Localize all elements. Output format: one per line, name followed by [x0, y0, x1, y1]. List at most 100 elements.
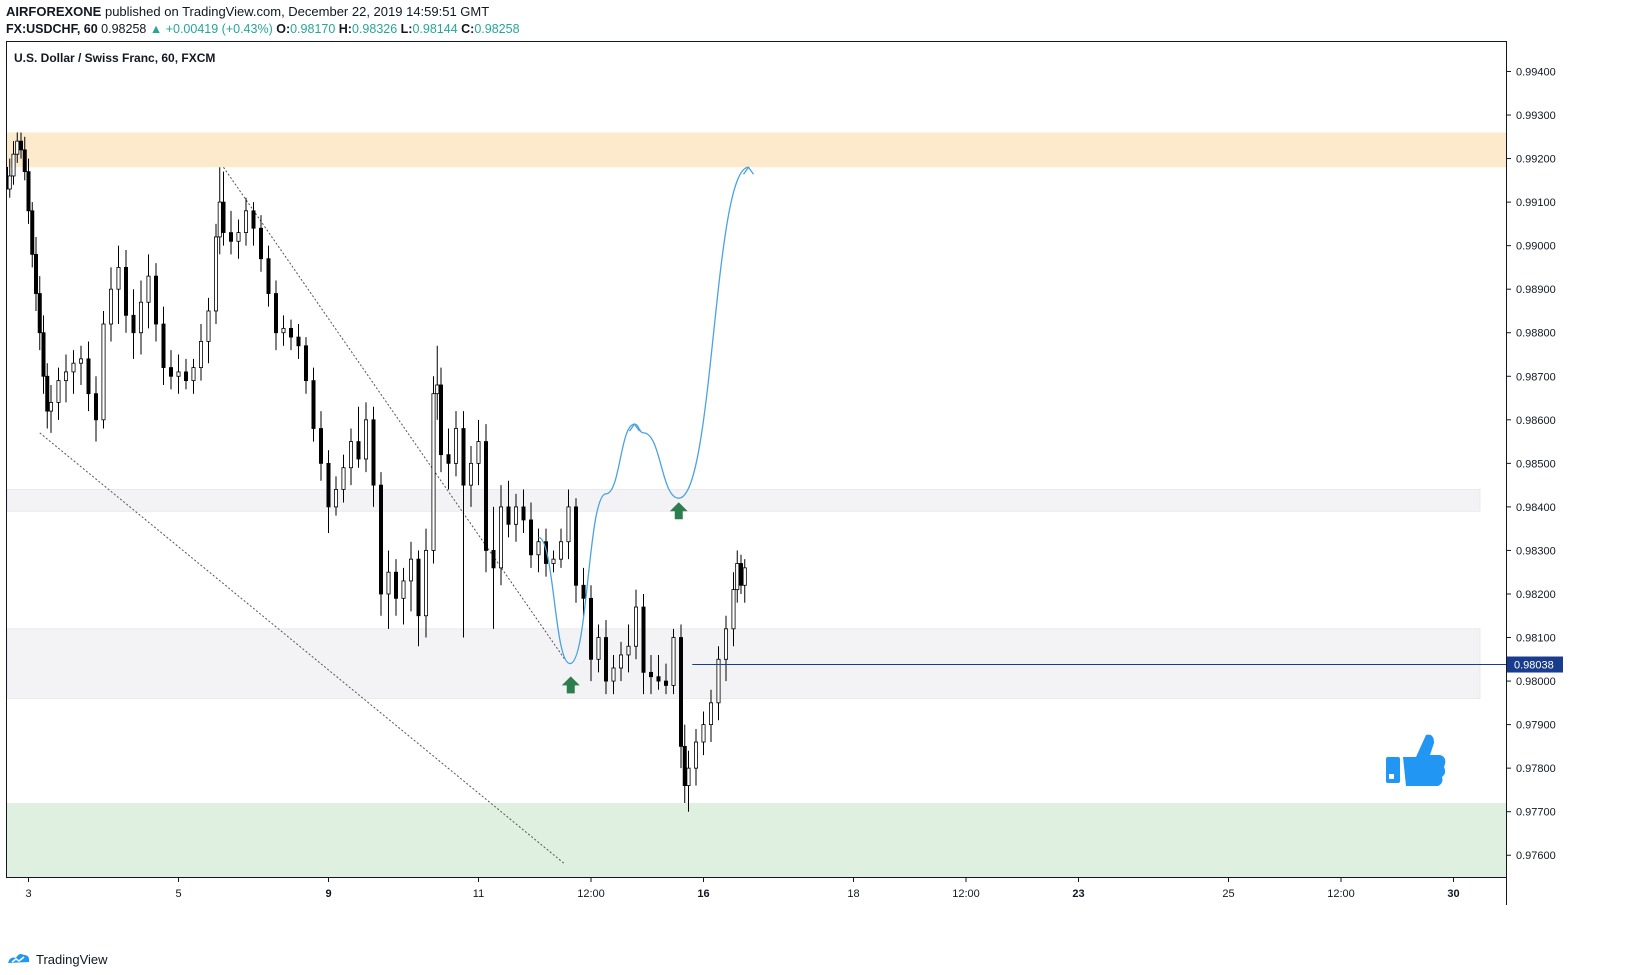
y-tick-label: 0.99300: [1516, 110, 1556, 122]
low-label: L:: [400, 22, 413, 36]
tradingview-footer[interactable]: TradingView: [6, 950, 108, 968]
trendline-lower[interactable]: [39, 432, 566, 865]
candle-body: [56, 380, 61, 403]
chart-title: U.S. Dollar / Swiss Franc, 60, FXCM: [14, 51, 215, 65]
zone-resistance: [7, 132, 1506, 168]
price-chart-svg[interactable]: 0.99400 0.99300 0.99200 0.99100 0.99000 0.989…: [3, 41, 1568, 905]
candle: [138, 280, 143, 355]
thumbs-up-icon: [1386, 734, 1446, 786]
candle-body: [513, 506, 518, 525]
candle: [18, 132, 23, 159]
candle-body: [581, 584, 586, 599]
candle-body: [348, 441, 353, 469]
candle: [536, 528, 541, 573]
candle: [559, 528, 564, 568]
change-value: +0.00419 (+0.43%): [165, 22, 273, 36]
candle: [296, 324, 301, 359]
candle-body: [544, 541, 549, 564]
candle-body: [7, 175, 12, 190]
candle-body: [649, 671, 654, 678]
candle-body: [168, 367, 173, 377]
candle: [679, 624, 684, 769]
candle: [446, 428, 451, 490]
candle: [551, 550, 556, 573]
candle-body: [611, 667, 616, 682]
candle-body: [551, 558, 556, 564]
candle-body: [634, 606, 639, 647]
candle: [453, 411, 458, 477]
y-tick-label: 0.98800: [1516, 328, 1556, 340]
candle-body: [26, 171, 31, 212]
candle: [423, 528, 428, 638]
y-tick-label: 0.98300: [1516, 545, 1556, 557]
candle-body: [296, 336, 301, 347]
published-text: published on TradingView.com, December 2…: [104, 4, 490, 19]
candle-body: [596, 637, 601, 660]
chart-area[interactable]: 0.99400 0.99300 0.99200 0.99100 0.99000 0.989…: [3, 41, 1568, 905]
candle-body: [709, 702, 714, 726]
candle: [191, 358, 196, 394]
candle: [71, 350, 76, 394]
candle: [30, 202, 35, 268]
publisher-name[interactable]: AIRFOREXONE: [6, 4, 102, 19]
x-tick-label: 12:00: [1327, 888, 1355, 900]
x-tick-label: 25: [1222, 888, 1234, 900]
candle-body: [682, 745, 687, 786]
x-tick-label: 30: [1447, 888, 1459, 900]
candle: [213, 223, 218, 325]
close-value: 0.98258: [474, 22, 520, 36]
candle: [348, 428, 353, 486]
up-arrow-icon: [669, 502, 688, 520]
candle-body: [435, 384, 440, 395]
x-tick-label: 18: [847, 888, 859, 900]
candle: [513, 493, 518, 542]
candle: [731, 572, 736, 647]
candle-body: [333, 489, 338, 508]
candle: [701, 711, 706, 756]
candle-body: [356, 441, 361, 460]
thumb-hand: [1403, 734, 1446, 786]
candle-body: [41, 332, 46, 377]
candle-body: [671, 637, 676, 686]
candle: [281, 315, 286, 346]
y-tick-label: 0.98200: [1516, 589, 1556, 601]
y-tick-label: 0.98400: [1516, 502, 1556, 514]
current-price-tag[interactable]: [1507, 656, 1563, 673]
candle-body: [258, 227, 263, 260]
candle: [619, 641, 624, 682]
candle: [56, 367, 61, 420]
candle: [64, 354, 69, 403]
candle: [26, 158, 31, 224]
candle-body: [498, 506, 503, 569]
candle: [183, 358, 188, 390]
candle-body: [483, 441, 488, 551]
candle: [217, 167, 222, 255]
candle-body: [589, 597, 594, 660]
candle-body: [574, 506, 579, 586]
candle: [641, 593, 646, 695]
candle: [161, 306, 166, 385]
candle: [49, 384, 54, 433]
candle: [604, 620, 609, 695]
candle: [626, 624, 631, 673]
projection-path[interactable]: [538, 166, 749, 665]
candle-body: [94, 393, 99, 421]
candle: [371, 406, 376, 507]
candle-body: [303, 345, 308, 382]
y-tick-label: 0.98000: [1516, 676, 1556, 688]
up-arrow-icon: [561, 676, 580, 694]
publish-info: AIRFOREXONE published on TradingView.com…: [6, 4, 489, 19]
candle-body: [243, 210, 248, 233]
zone-support-grey: [6, 628, 1481, 699]
y-tick-label: 0.99100: [1516, 197, 1556, 209]
candle-body: [124, 267, 129, 316]
x-tick-label: 11: [473, 888, 484, 900]
candle-body: [318, 428, 323, 464]
candle: [408, 541, 413, 612]
candle: [124, 250, 129, 333]
candle: [386, 550, 391, 629]
candle-body: [423, 550, 428, 617]
candle: [438, 367, 443, 473]
open-value: 0.98170: [290, 22, 336, 36]
candle-body: [742, 567, 747, 586]
